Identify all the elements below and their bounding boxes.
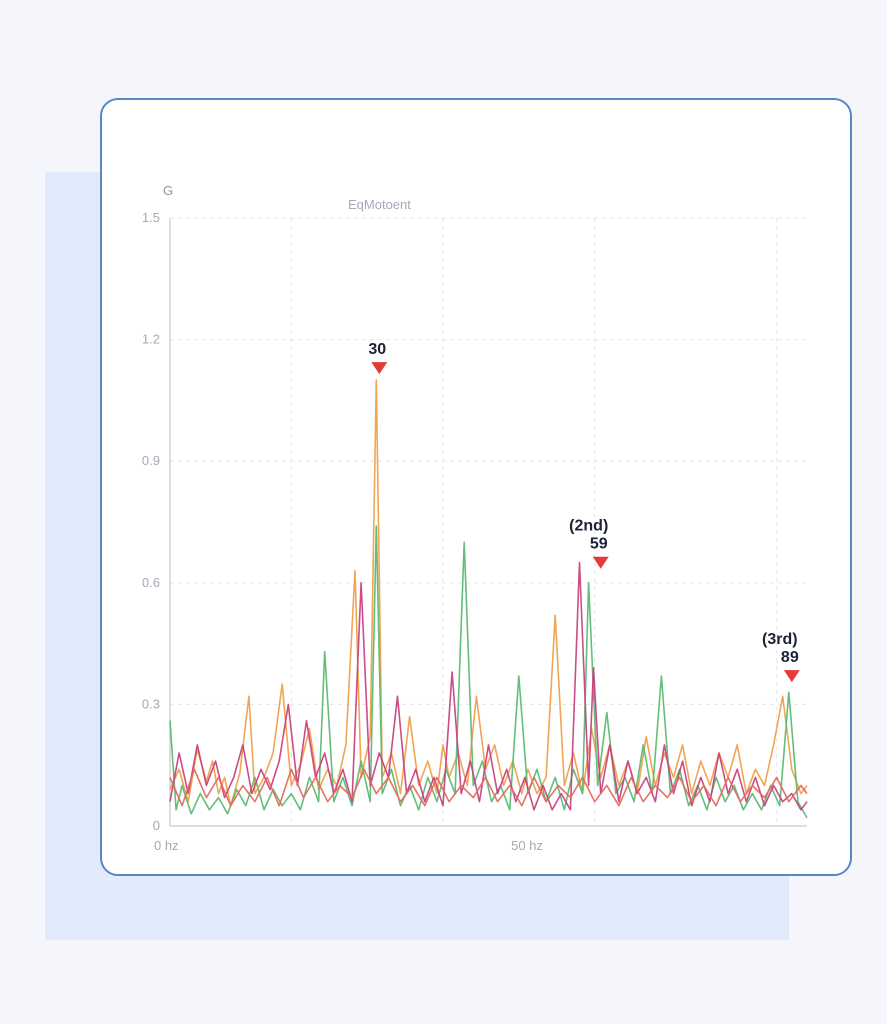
- y-tick-label: 0: [153, 818, 160, 833]
- peak-marker-icon: [783, 670, 800, 683]
- peak-label: 59: [590, 536, 608, 553]
- peak-label: 89: [781, 649, 799, 666]
- peak-label: 30: [368, 341, 386, 358]
- series-line-3: [169, 561, 808, 811]
- x-tick-label: 50 hz: [511, 838, 543, 853]
- y-tick-label: 1.2: [142, 332, 160, 347]
- y-tick-label: 0.6: [142, 575, 160, 590]
- peak-marker-icon: [592, 556, 609, 569]
- x-tick-label: 0 hz: [154, 838, 179, 853]
- series-line-1: [169, 379, 808, 807]
- axes: 0 0.3 0.6 0.9 1.2 1.5 0 hz 50 hz: [142, 210, 807, 853]
- chart-card: 0 0.3 0.6 0.9 1.2 1.5 0 hz 50 hz 30 (2nd) 59 (3rd)…: [100, 98, 852, 876]
- peak-label: (2nd): [569, 518, 608, 535]
- y-tick-label: 0.3: [142, 696, 160, 711]
- series-line-4: [169, 768, 808, 807]
- peak-annotations: 30 (2nd)59 (3rd)89: [368, 341, 800, 683]
- spectrum-chart: 0 0.3 0.6 0.9 1.2 1.5 0 hz 50 hz 30 (2nd)59 (3rd)…: [142, 183, 808, 853]
- chart-title: EqMotoent: [348, 197, 411, 212]
- y-axis-label: G: [163, 183, 173, 198]
- y-tick-label: 1.5: [142, 210, 160, 225]
- peak-marker-icon: [371, 362, 388, 375]
- grid: [170, 217, 807, 826]
- series-lines: [169, 379, 808, 819]
- peak-label: (3rd): [762, 631, 798, 648]
- y-tick-label: 0.9: [142, 453, 160, 468]
